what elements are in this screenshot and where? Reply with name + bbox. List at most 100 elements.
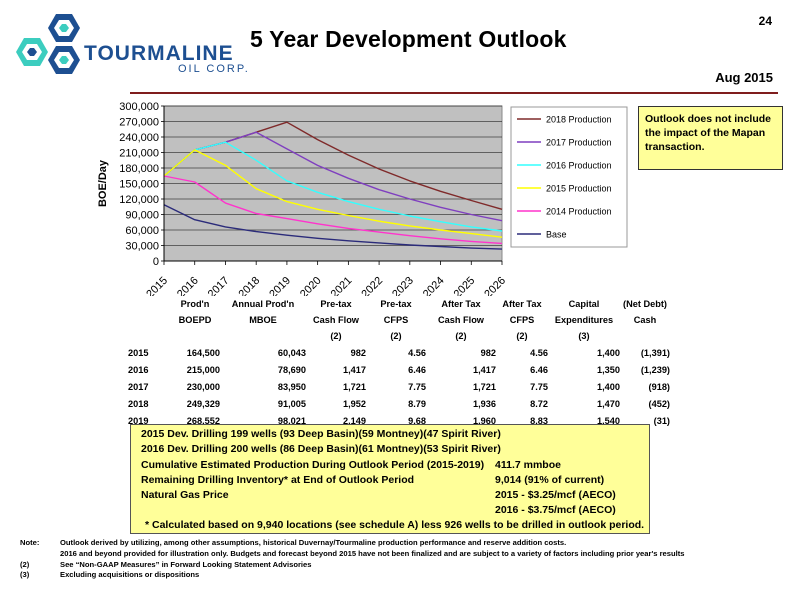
table-header-cell: Cash Flow [438, 315, 484, 325]
y-tick-label: 60,000 [125, 225, 159, 237]
table-row: 2019 268,552 98,021 2,149 9.68 1,960 8.83 1,540… [128, 412, 670, 429]
summary-footnote: * Calculated based on 9,940 locations (s… [145, 519, 645, 531]
y-tick-label: 300,000 [119, 101, 159, 113]
table-cell: 982 [480, 347, 496, 358]
drilling-2016: 2016 Dev. Drilling 200 wells (86 Deep Ba… [141, 443, 501, 455]
table-cell: 2,149 [343, 415, 366, 426]
footnote-text: Excluding acquisitions or dispositions [60, 570, 200, 580]
y-tick-label: 90,000 [125, 210, 159, 222]
table-cell: 215,000 [186, 364, 220, 375]
series-line [163, 141, 503, 232]
drilling-inventory-label: Remaining Drilling Inventory* at End of … [141, 474, 415, 486]
x-tick-label: 2018 [237, 275, 263, 296]
table-cell: 7.75 [408, 381, 426, 392]
table-cell: (452) [648, 398, 670, 409]
x-tick-label: 2025 [452, 275, 478, 296]
table-cell: 8.83 [530, 415, 548, 426]
x-tick-label: 2016 [175, 275, 201, 296]
footnote-mark: (3) [20, 570, 30, 580]
x-tick-label: 2022 [359, 275, 385, 296]
table-header-row: Prod'n Annual Prod'n Pre-tax Pre-tax After T… [128, 296, 670, 312]
x-tick-label: 2019 [267, 275, 293, 296]
table-cell: 1,400 [597, 381, 620, 392]
table-cell: 982 [350, 347, 366, 358]
x-tick-label: 2026 [482, 275, 508, 296]
table-header-cell: Pre-tax [320, 299, 352, 309]
table-cell: 1,952 [343, 398, 366, 409]
table-cell: 1,936 [473, 398, 496, 409]
legend-box [510, 106, 628, 248]
table-row: 2017 230,000 83,950 1,721 7.75 1,721 7.75 1,400… [128, 378, 670, 395]
logo-subtitle: OIL CORP. [178, 63, 250, 75]
table-header-cell: Annual Prod'n [231, 299, 295, 309]
table-cell: 91,005 [277, 398, 306, 409]
table-cell: 1,960 [473, 415, 496, 426]
table-cell: 78,690 [277, 364, 306, 375]
header-rule [130, 92, 778, 94]
table-cell: 1,721 [473, 381, 496, 392]
table-cell: 6.46 [408, 364, 426, 375]
table-header-cell: (2) [330, 331, 342, 341]
legend-label: 2016 Production [546, 161, 612, 171]
table-cell: 4.56 [530, 347, 548, 358]
page-title: 5 Year Development Outlook [250, 26, 567, 52]
table-year-cell: 2015 [128, 347, 149, 358]
logo-name: TOURMALINE [84, 42, 234, 65]
table-header-cell: CFPS [383, 315, 409, 325]
table-cell: 8.79 [408, 398, 426, 409]
table-header-cell [128, 296, 170, 312]
table-header-cell: CFPS [509, 315, 535, 325]
table-header-cell [128, 312, 170, 328]
y-axis-label: BOE/Day [97, 159, 109, 207]
cumulative-production-value: 411.7 mmboe [495, 459, 561, 471]
table-cell: 1,417 [343, 364, 366, 375]
table-year-cell: 2016 [128, 364, 149, 375]
table-cell: (31) [653, 415, 670, 426]
y-tick-label: 210,000 [119, 148, 159, 160]
table-cell: 1,400 [597, 347, 620, 358]
footnote-mark: Note: [20, 538, 40, 547]
table-year-cell: 2018 [128, 398, 149, 409]
chart-legend: 2018 Production 2017 Production 2016 Produ… [510, 106, 628, 248]
y-tick-label: 30,000 [125, 241, 159, 253]
gas-price-label: Natural Gas Price [141, 489, 229, 501]
legend-label: 2018 Production [546, 115, 612, 125]
production-chart: 0 30,000 60,000 90,000 120,000 150,000 180,000… [97, 101, 628, 296]
table-cell: 60,043 [277, 347, 306, 358]
table-cell: 268,552 [186, 415, 220, 426]
table-header-cell: Expenditures [554, 315, 614, 325]
table-cell: (1,391) [640, 347, 670, 358]
y-tick-label: 120,000 [119, 194, 159, 206]
table-cell: 83,950 [277, 381, 306, 392]
series-line [163, 204, 503, 250]
table-header-cell [220, 328, 306, 344]
table-header-cell: After Tax [502, 299, 542, 309]
x-axis-ticks: 2015 2016 2017 2018 2019 2020 2021 2022 2023 2024… [144, 261, 508, 296]
outlook-table: Prod'n Annual Prod'n Pre-tax Pre-tax After T… [128, 296, 670, 429]
date-label: Aug 2015 [715, 70, 773, 85]
table-row: 2016 215,000 78,690 1,417 6.46 1,417 6.46 1,350… [128, 361, 670, 378]
table-header-cell: Prod'n [180, 299, 210, 309]
legend-label: 2017 Production [546, 138, 612, 148]
table-cell: 1,417 [473, 364, 496, 375]
table-cell: 9.68 [408, 415, 426, 426]
table-cell: 1,540 [597, 415, 620, 426]
legend-label: 2014 Production [546, 207, 612, 217]
legend-label: Base [546, 230, 567, 240]
table-cell: 1,470 [597, 398, 620, 409]
table-header-cell: (2) [455, 331, 467, 341]
footnote-text: 2016 and beyond provided for illustratio… [60, 548, 685, 558]
table-header-cell: Capital [568, 299, 600, 309]
table-header-row: BOEPD MBOE Cash Flow CFPS Cash Flow CFPS Expen… [128, 312, 670, 328]
table-year-cell: 2017 [128, 381, 149, 392]
drilling-2015: 2015 Dev. Drilling 199 wells (93 Deep Ba… [141, 428, 501, 440]
table-cell: 7.75 [530, 381, 548, 392]
table-header-cell: (2) [390, 331, 402, 341]
table-header-cell: (2) [516, 331, 528, 341]
gas-price-2016: 2016 - $3.75/mcf (AECO) [495, 504, 616, 516]
logo-hexagon-icon [16, 14, 80, 74]
footnote-text: See “Non-GAAP Measures” in Forward Looki… [60, 559, 312, 569]
y-tick-label: 240,000 [119, 132, 159, 144]
table-header-cell: Cash Flow [313, 315, 359, 325]
table-cell: 8.72 [530, 398, 548, 409]
